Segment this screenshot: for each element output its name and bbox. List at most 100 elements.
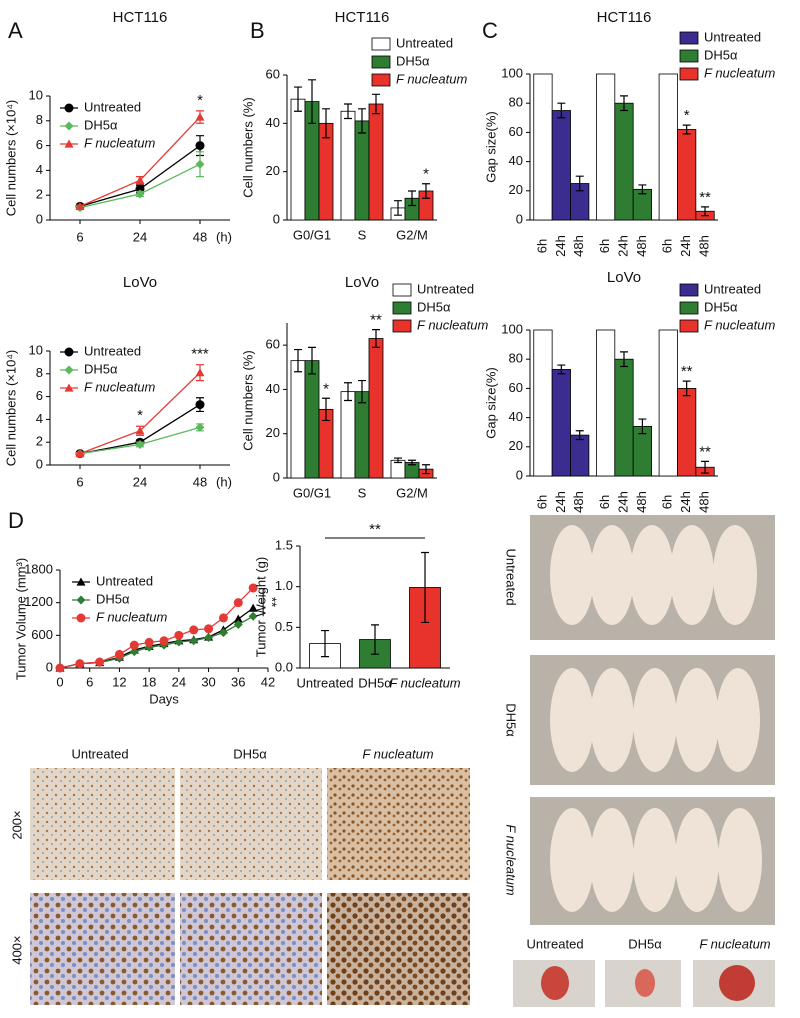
error-bar [421,551,429,624]
y-tick-label: 20 [266,163,280,178]
x-tick-label: 6h [660,495,675,509]
error-bar [620,95,628,112]
error-bar [344,103,352,120]
x-tick-label: G0/G1 [293,485,331,500]
y-tick-label: 40 [266,115,280,130]
y-tick-label: 40 [509,409,523,424]
y-tick-label: 0 [516,211,523,226]
x-tick-label: 6h [597,495,612,509]
bar [596,329,616,477]
bar [304,360,320,479]
chart-title: LoVo [123,274,157,291]
x-tick-label: 24h [678,491,693,513]
x-tick-label: 30 [201,674,215,689]
legend-label: DH5α [396,53,430,68]
error-bar [575,175,584,192]
tumor-label: F nucleatum [699,936,770,951]
y-tick-label: 4 [36,411,43,426]
legend-label: DH5α [417,299,451,314]
y-tick-label: 40 [509,153,523,168]
chart-title: HCT116 [113,9,168,26]
panel-label: D [8,508,24,533]
marker [64,365,74,375]
y-tick-label: 0 [46,659,53,674]
y-tick-label: 1800 [24,561,53,576]
marker [174,637,184,647]
row-label: 400× [9,935,24,964]
legend-swatch [392,301,412,315]
y-tick-label: 8 [36,365,43,380]
bar [551,110,571,221]
x-tick-label: Untreated [296,675,353,690]
error-bar [422,183,430,199]
y-tick-label: 0 [273,211,280,226]
x-tick-label: 48h [634,235,649,257]
bar [368,338,384,479]
legend-swatch [679,319,699,333]
micrograph [30,893,175,1005]
micrograph [327,893,470,1005]
column-label: Untreated [71,746,128,761]
x-tick-label: 6 [86,674,93,689]
legend-swatch [371,73,391,87]
marker [64,139,74,148]
y-tick-label: 20 [509,182,523,197]
annotation: * [197,92,203,109]
annotation: ** [699,443,711,460]
y-tick-label: 20 [509,438,523,453]
marker [248,603,258,612]
marker [76,595,86,605]
y-tick-label: 60 [509,380,523,395]
legend-swatch [392,319,412,333]
legend-label: F nucleatum [704,65,775,80]
annotation: ** [699,189,711,206]
chart-title: LoVo [345,274,379,291]
histology: Untreated DH5α F nucleatum 200× 400× [9,746,470,1005]
x-tick-label: 24 [133,474,147,489]
x-tick-label: 18 [142,674,156,689]
error-bar [638,184,647,195]
legend-swatch [679,67,699,81]
legend-label: DH5α [84,361,118,376]
legend-label: DH5α [704,47,738,62]
y-tick-label: 80 [509,351,523,366]
error-bar [371,624,379,655]
x-tick-label: 24h [553,491,568,513]
legend-swatch [679,49,699,63]
y-tick-label: 10 [29,342,43,357]
bar [340,110,356,221]
y-tick-label: 2 [36,434,43,449]
bar [658,73,678,221]
y-tick-label: 0 [516,467,523,482]
mice: Untreated DH5α F nucleatum Untreated DH5… [504,515,775,1007]
legend-label: Untreated [417,281,474,296]
y-tick-label: 4 [36,162,43,177]
error-bar [321,629,329,658]
y-tick-label: 60 [266,337,280,352]
chart-title: HCT116 [335,9,390,26]
x-tick-label: 6h [534,239,549,253]
x-axis-label: (h) [216,229,232,244]
error-bar [701,460,710,474]
micrograph [30,768,175,880]
legend-label: F nucleatum [704,317,775,332]
marker [114,649,124,659]
error-bar [394,457,402,464]
y-tick-label: 600 [31,627,53,642]
bar [658,329,678,477]
x-tick-label: 42 [261,674,275,689]
y-tick-label: 0 [273,469,280,484]
micrograph [180,768,322,880]
y-tick-label: 1.0 [275,578,293,593]
y-tick-label: 0.5 [275,619,293,634]
marker [204,624,214,634]
error-bar [322,108,330,139]
row-label: Untreated [504,548,519,605]
y-tick-label: 6 [36,137,43,152]
x-axis-label: Days [149,691,179,706]
y-tick-label: 6 [36,388,43,403]
marker [55,663,65,673]
y-tick-label: 1.5 [275,537,293,552]
legend-label: F nucleatum [84,379,155,394]
x-tick-label: 48 [193,474,207,489]
